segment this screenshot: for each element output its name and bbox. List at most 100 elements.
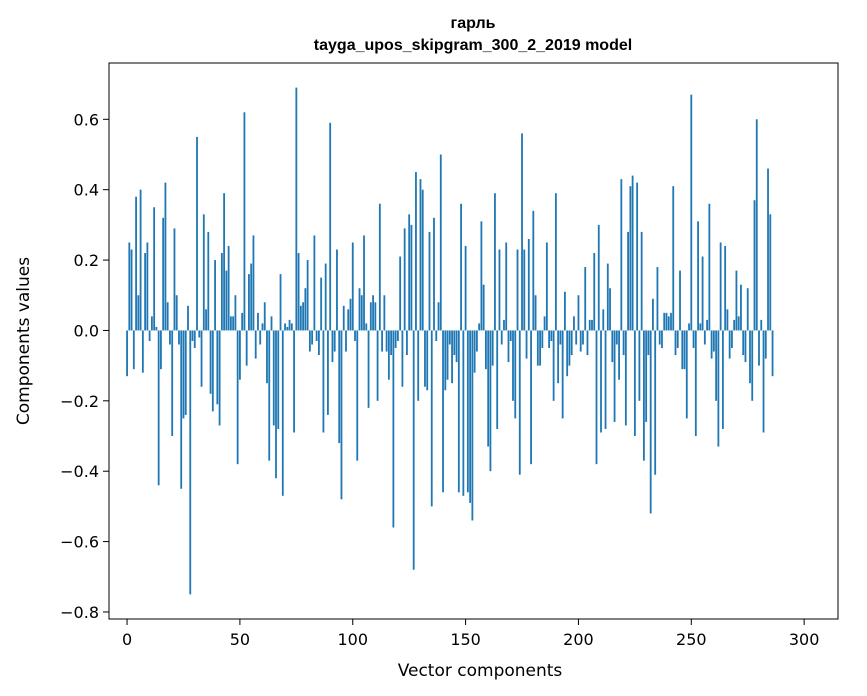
bar — [663, 312, 666, 331]
bar — [187, 305, 189, 331]
bar — [378, 203, 381, 331]
bar — [701, 256, 704, 331]
x-axis-ticks: 0 50 100 150 200 250 300 — [122, 619, 819, 649]
bar — [223, 193, 226, 331]
bar — [227, 245, 230, 331]
bar — [584, 267, 587, 331]
bar — [166, 302, 169, 331]
bar — [593, 253, 596, 331]
bar — [656, 267, 659, 331]
bar — [220, 253, 223, 331]
bar — [376, 330, 379, 401]
y-tick-label: −0.2 — [60, 392, 99, 411]
y-tick-label: −0.6 — [60, 533, 99, 552]
bar — [318, 330, 320, 356]
bar — [694, 330, 697, 437]
bar — [496, 330, 499, 429]
bar — [426, 330, 429, 391]
bar — [263, 302, 266, 331]
bar — [130, 249, 133, 331]
bar — [169, 330, 171, 345]
bar — [760, 319, 763, 331]
bar — [306, 260, 309, 331]
bar — [128, 242, 131, 331]
bar — [602, 309, 605, 331]
bar — [482, 284, 485, 331]
bar — [189, 330, 192, 595]
bar — [191, 330, 194, 341]
chart-subtitle: tayga_upos_skipgram_300_2_2019 model — [314, 37, 632, 54]
bar — [281, 330, 284, 496]
bar — [507, 330, 510, 363]
bar — [771, 330, 774, 377]
bar — [369, 302, 372, 331]
bar — [586, 330, 589, 356]
bar — [518, 330, 521, 475]
bar — [155, 326, 158, 331]
x-tick-label: 100 — [337, 630, 368, 649]
bar — [758, 330, 760, 366]
bar — [141, 330, 144, 373]
x-tick-label: 0 — [122, 630, 132, 649]
bar — [746, 288, 749, 331]
y-tick-label: −0.4 — [60, 462, 99, 481]
bar — [279, 274, 282, 331]
bar — [198, 330, 201, 338]
bar — [464, 245, 467, 331]
bar — [753, 200, 756, 331]
bar — [638, 330, 641, 401]
bar — [564, 291, 566, 331]
bar — [137, 295, 140, 331]
bar — [135, 196, 137, 331]
bar — [525, 330, 528, 359]
bar — [439, 154, 442, 331]
bar — [252, 235, 255, 331]
bar — [356, 330, 359, 461]
bar — [417, 330, 420, 401]
bar — [681, 330, 684, 370]
bar — [288, 319, 291, 331]
bar — [762, 330, 765, 433]
bar — [437, 302, 440, 331]
bar — [293, 330, 295, 433]
bar — [683, 330, 686, 370]
bar — [225, 270, 228, 331]
bar — [374, 302, 377, 331]
bar — [331, 330, 334, 363]
bar — [582, 330, 584, 345]
bar — [338, 330, 341, 444]
bar — [126, 330, 128, 377]
bar — [685, 330, 688, 419]
bar — [139, 189, 142, 331]
bar — [505, 242, 508, 331]
bar — [455, 330, 458, 363]
bar — [575, 330, 578, 345]
bar — [712, 330, 715, 352]
bar — [410, 224, 413, 331]
bar — [218, 330, 221, 426]
y-tick-label: 0.2 — [74, 251, 99, 270]
bar — [710, 330, 713, 359]
bar — [749, 330, 751, 384]
bar — [466, 330, 469, 493]
bar — [670, 312, 672, 331]
bar — [297, 253, 300, 331]
bar — [550, 330, 553, 341]
bar — [234, 295, 237, 331]
bar — [487, 330, 490, 447]
x-tick-label: 200 — [563, 630, 594, 649]
bar — [588, 319, 591, 331]
bar — [421, 189, 424, 331]
bar — [530, 330, 532, 465]
bar — [329, 122, 332, 331]
bar — [424, 330, 426, 387]
bar — [150, 316, 153, 331]
bar — [392, 330, 395, 528]
bar — [180, 330, 183, 489]
bar — [665, 312, 668, 331]
bar — [428, 231, 431, 331]
bar — [259, 330, 262, 345]
bar — [302, 302, 305, 331]
bar — [164, 182, 167, 331]
bar — [385, 330, 388, 352]
